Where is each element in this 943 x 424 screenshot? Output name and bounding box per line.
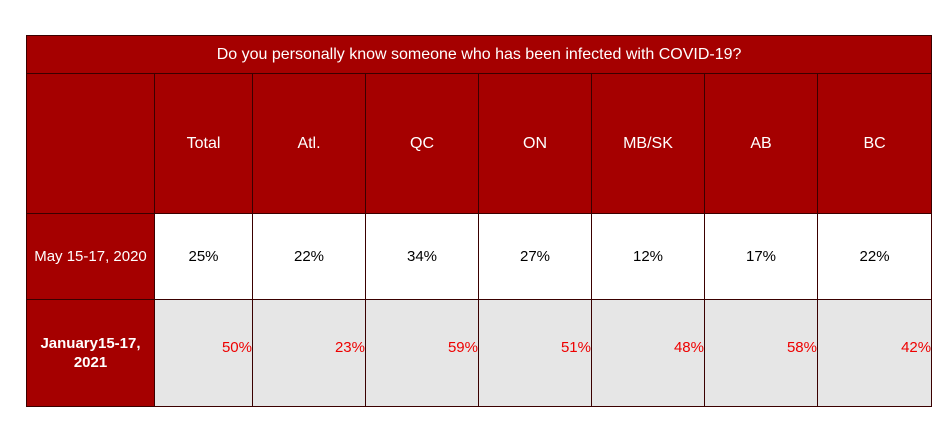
column-header-total: Total: [154, 73, 253, 214]
column-header-qc: QC: [365, 73, 479, 214]
cell-may-on: 27%: [478, 213, 592, 300]
column-header-mbsk: MB/SK: [591, 73, 705, 214]
column-header-ab: AB: [704, 73, 818, 214]
cell-may-total: 25%: [154, 213, 253, 300]
cell-jan-atl: 23%: [252, 299, 366, 407]
cell-may-ab: 17%: [704, 213, 818, 300]
cell-jan-bc: 42%: [816, 299, 933, 407]
table-row-january-2021: January15-17, 2021 50% 23% 59% 51% 48% 58…: [26, 299, 933, 407]
column-header-on: ON: [478, 73, 592, 214]
cell-may-qc: 34%: [365, 213, 479, 300]
cell-jan-qc: 59%: [365, 299, 479, 407]
cell-may-mbsk: 12%: [591, 213, 705, 300]
cell-jan-mbsk: 48%: [591, 299, 705, 407]
row-label-line2: 2021: [73, 354, 108, 371]
table-row-may-2020: May 15-17, 2020 25% 22% 34% 27% 12% 17% …: [26, 213, 933, 300]
row-label-line1: January15-17,: [40, 335, 141, 352]
row-label-may-2020: May 15-17, 2020: [26, 213, 155, 300]
cell-jan-total: 50%: [154, 299, 253, 407]
survey-table: Do you personally know someone who has b…: [25, 35, 933, 407]
cell-may-bc: 22%: [816, 213, 933, 300]
cell-may-atl: 22%: [252, 213, 366, 300]
row-label-january-2021: January15-17, 2021: [26, 299, 155, 407]
cell-jan-on: 51%: [478, 299, 592, 407]
cell-jan-ab: 58%: [704, 299, 818, 407]
column-header-atl: Atl.: [252, 73, 366, 214]
header-corner: [26, 73, 155, 214]
column-header-bc: BC: [816, 73, 933, 214]
table-title: Do you personally know someone who has b…: [25, 35, 933, 74]
